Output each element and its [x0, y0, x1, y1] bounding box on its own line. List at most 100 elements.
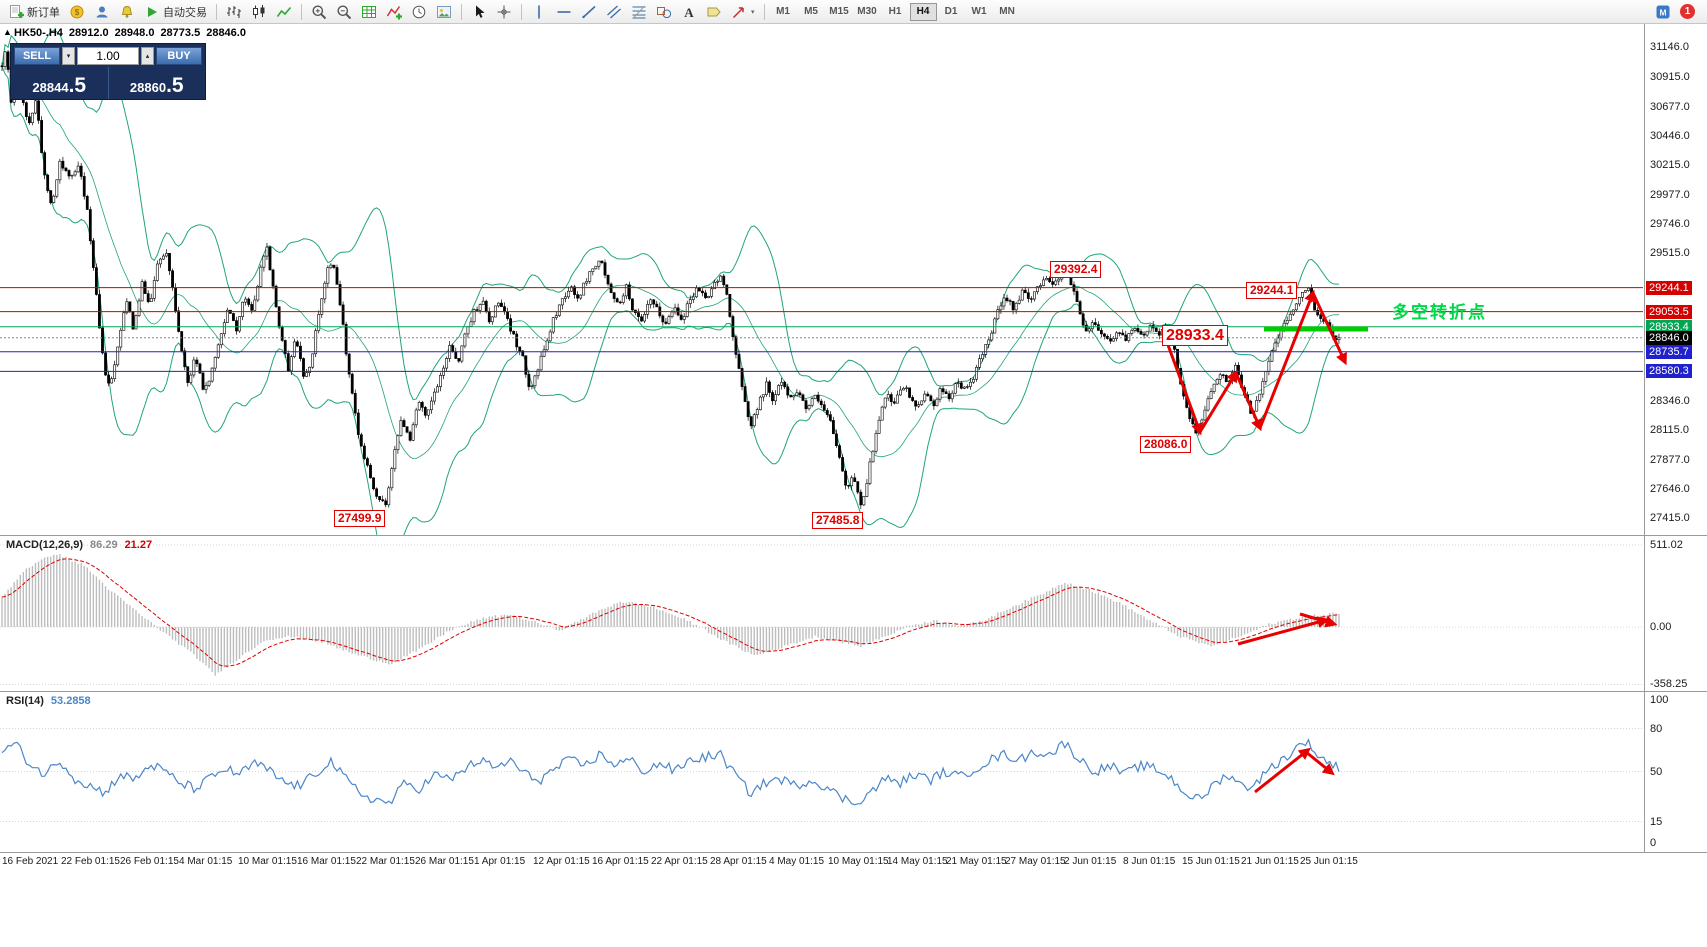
horizontal-line-button[interactable] — [552, 2, 576, 22]
fibonacci-button[interactable] — [627, 2, 651, 22]
time-axis-label: 21 May 01:15 — [946, 856, 1007, 867]
indicators-list-button[interactable] — [382, 2, 406, 22]
price-scale-label: 29977.0 — [1650, 189, 1690, 201]
time-axis-label: 26 Mar 01:15 — [415, 856, 474, 867]
vertical-line-button[interactable] — [527, 2, 551, 22]
price-scale-label: 29746.0 — [1650, 218, 1690, 230]
profile-button[interactable] — [90, 2, 114, 22]
rsi-label: RSI(14) 53.2858 — [6, 695, 98, 707]
price-scale-label: 30915.0 — [1650, 71, 1690, 83]
time-axis-label: 26 Feb 01:15 — [120, 856, 179, 867]
time-axis-label: 4 May 01:15 — [769, 856, 825, 867]
zoom-in-button[interactable] — [307, 2, 331, 22]
panel-collapse-icon[interactable]: ▲ — [3, 27, 12, 37]
price-annotation[interactable]: 29244.1 — [1246, 282, 1298, 299]
trend-arrows-macd[interactable] — [1237, 612, 1338, 646]
fibo-icon — [632, 5, 646, 18]
price-scale-label: 29515.0 — [1650, 247, 1690, 259]
timeframe-mn-button[interactable]: MN — [999, 6, 1015, 17]
bid-price[interactable]: 28844.5 — [11, 67, 108, 99]
time-axis-label: 16 Feb 2021 — [2, 856, 59, 867]
rsi-name: RSI(14) — [6, 695, 44, 707]
time-axis-label: 27 May 01:15 — [1005, 856, 1066, 867]
timeframe-h1-button[interactable]: H1 — [888, 6, 902, 17]
pane-separator-rsi[interactable] — [0, 691, 1707, 692]
rsi-value: 53.2858 — [50, 695, 91, 707]
cursor-button[interactable] — [467, 2, 491, 22]
autotrading-button[interactable]: 自动交易 — [140, 2, 211, 22]
price-annotation[interactable]: 27499.9 — [334, 510, 386, 527]
price-annotation[interactable]: 28933.4 — [1162, 325, 1228, 346]
dropdown-arrow-icon: ▾ — [751, 8, 755, 16]
templates-button[interactable] — [432, 2, 456, 22]
price-annotation[interactable]: 27485.8 — [812, 512, 864, 529]
play-icon — [148, 6, 157, 17]
ask-price[interactable]: 28860.5 — [109, 67, 206, 99]
toolbar-separator — [763, 3, 765, 20]
equidistant-channel-button[interactable] — [602, 2, 626, 22]
bar-chart-button[interactable] — [222, 2, 246, 22]
bars-icon — [227, 5, 241, 18]
price-annotation[interactable]: 28086.0 — [1140, 436, 1192, 453]
time-axis-label: 28 Apr 01:15 — [710, 856, 767, 867]
cursor-icon — [476, 5, 485, 18]
macd-main-value: 86.29 — [90, 539, 118, 551]
time-axis-label: 25 Jun 01:15 — [1300, 856, 1358, 867]
volume-decrease-button[interactable]: ▾ — [62, 46, 75, 65]
time-axis-label: 10 May 01:15 — [828, 856, 889, 867]
candles — [0, 50, 1341, 509]
toolbar-separator — [216, 3, 217, 20]
community-icon[interactable]: M — [1651, 2, 1675, 22]
mql5-community-button[interactable]: $ — [65, 2, 89, 22]
trendline-button[interactable] — [577, 2, 601, 22]
time-axis-separator — [0, 852, 1707, 853]
timeframe-m5-button[interactable]: M5 — [804, 6, 818, 17]
text-label-button[interactable] — [702, 2, 726, 22]
notification-badge[interactable]: 1 — [1680, 4, 1695, 19]
crosshair-icon — [497, 5, 511, 18]
alerts-button[interactable] — [115, 2, 139, 22]
periods-button[interactable] — [407, 2, 431, 22]
horizontal-levels[interactable] — [0, 287, 1643, 372]
timeframe-w1-button[interactable]: W1 — [971, 6, 987, 17]
chart-canvas[interactable] — [0, 24, 1707, 947]
volume-increase-button[interactable]: ▴ — [141, 46, 154, 65]
price-scale-label: 27877.0 — [1650, 454, 1690, 466]
timeframe-m30-button[interactable]: M30 — [857, 6, 877, 17]
timeframe-m1-button[interactable]: M1 — [776, 6, 790, 17]
chinese-note-annotation[interactable]: 多空转折点 — [1392, 303, 1487, 322]
price-tag: 28735.7 — [1646, 345, 1692, 359]
text-button[interactable]: A — [677, 2, 701, 22]
bollinger-bands — [1, 29, 1339, 535]
time-axis-label: 1 Apr 01:15 — [474, 856, 526, 867]
timeframe-h4-button[interactable]: H4 — [909, 2, 937, 21]
zoom-in-icon — [312, 5, 327, 19]
timeframe-d1-button[interactable]: D1 — [944, 6, 958, 17]
candlestick-chart-button[interactable] — [247, 2, 271, 22]
arrows-dropdown[interactable]: ▾ — [727, 2, 759, 22]
time-axis-label: 2 Jun 01:15 — [1064, 856, 1117, 867]
time-axis-label: 22 Mar 01:15 — [356, 856, 415, 867]
pane-separator-macd[interactable] — [0, 535, 1707, 536]
bell-icon — [121, 5, 133, 18]
svg-text:A: A — [684, 5, 694, 20]
price-divider — [107, 67, 109, 99]
zoom-out-button[interactable] — [332, 2, 356, 22]
tile-windows-button[interactable] — [357, 2, 381, 22]
line-chart-button[interactable] — [272, 2, 296, 22]
trend-arrows-main[interactable] — [1166, 289, 1347, 436]
sell-button[interactable]: SELL — [14, 46, 60, 65]
shapes-button[interactable] — [652, 2, 676, 22]
crosshair-button[interactable] — [492, 2, 516, 22]
price-annotation[interactable]: 29392.4 — [1050, 261, 1102, 278]
buy-button[interactable]: BUY — [156, 46, 202, 65]
toolbar-separator — [301, 3, 302, 20]
trend-arrows-rsi[interactable] — [1254, 747, 1335, 794]
new-order-button[interactable]: 新订单 — [4, 2, 64, 22]
volume-input[interactable] — [77, 46, 139, 65]
time-axis-label: 22 Feb 01:15 — [61, 856, 120, 867]
arrows-icon — [732, 6, 744, 18]
rsi-scale-label: 15 — [1650, 816, 1663, 828]
time-axis-label: 12 Apr 01:15 — [533, 856, 590, 867]
timeframe-m15-button[interactable]: M15 — [829, 6, 849, 17]
